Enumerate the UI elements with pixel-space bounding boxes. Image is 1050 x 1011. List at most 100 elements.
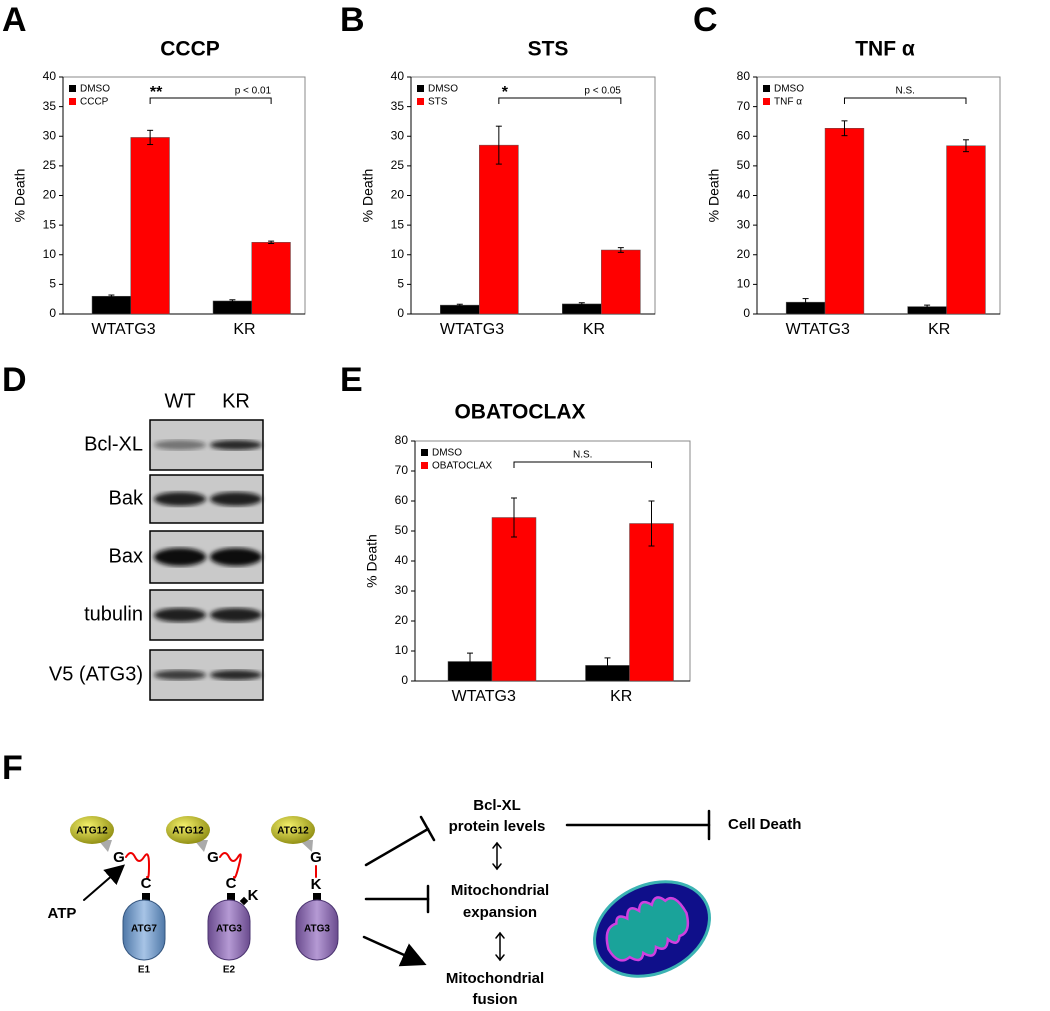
- blot-band: [154, 670, 206, 680]
- legend-label: CCCP: [80, 97, 109, 108]
- y-tick-label: 10: [395, 643, 409, 657]
- bar: [479, 144, 519, 315]
- bar: [629, 523, 674, 682]
- outcome: Mitochondrial: [446, 970, 544, 987]
- linker: [299, 840, 313, 852]
- y-axis-label: % Death: [706, 169, 722, 223]
- linker: [194, 840, 208, 852]
- legend-label: DMSO: [774, 84, 804, 95]
- blot-band: [154, 608, 206, 622]
- y-tick-label: 15: [43, 217, 57, 231]
- y-tick-label: 0: [49, 306, 56, 320]
- double-arrow: [492, 841, 505, 962]
- blot-band: [210, 440, 262, 450]
- residue: G: [207, 849, 219, 866]
- x-tick-label: KR: [583, 321, 605, 338]
- bar: [491, 517, 537, 682]
- blot-band: [210, 670, 262, 680]
- legend-swatch: [421, 462, 428, 469]
- residue: G: [310, 849, 322, 866]
- outcome: Bcl-XL: [473, 797, 521, 814]
- ubl-label: ATG12: [277, 826, 309, 837]
- y-tick-label: 35: [391, 99, 405, 113]
- y-tick-label: 60: [737, 128, 751, 142]
- x-tick-label: KR: [233, 321, 255, 338]
- y-tick-label: 10: [737, 277, 751, 291]
- error-bar: [604, 657, 611, 674]
- y-axis-label: % Death: [12, 169, 28, 223]
- stage-label: E1: [138, 965, 151, 976]
- enzyme: [122, 899, 166, 961]
- inhibit-line: [364, 827, 430, 867]
- x-tick-label: KR: [928, 321, 950, 338]
- y-tick-label: 0: [743, 306, 750, 320]
- panel-letter: F: [2, 749, 23, 787]
- significance-bracket: [843, 97, 967, 104]
- error-bar: [108, 294, 115, 298]
- linker: [98, 840, 112, 852]
- connector: [142, 893, 150, 901]
- error-bar: [456, 303, 463, 307]
- significance-bracket: [513, 461, 652, 468]
- legend-swatch: [763, 98, 770, 105]
- y-tick-label: 15: [391, 217, 405, 231]
- y-tick-label: 60: [395, 493, 409, 507]
- legend-swatch: [417, 98, 424, 105]
- error-bar: [962, 139, 969, 153]
- enzyme: [295, 899, 339, 961]
- x-tick-label: WTATG3: [440, 321, 504, 338]
- inhibit-bar: [419, 815, 436, 842]
- arrow: [83, 864, 126, 901]
- legend-swatch: [69, 98, 76, 105]
- blot-band: [210, 608, 262, 622]
- legend-swatch: [69, 85, 76, 92]
- row-label: Bax: [109, 545, 143, 567]
- row-label: Bak: [109, 487, 144, 509]
- y-tick-label: 5: [49, 277, 56, 291]
- panel-letter: B: [340, 1, 365, 39]
- blot-band: [154, 440, 206, 450]
- ubl-label: ATG12: [76, 826, 108, 837]
- error-bar: [802, 298, 809, 307]
- y-tick-label: 50: [737, 158, 751, 172]
- y-tick-label: 10: [391, 247, 405, 261]
- y-tick-label: 30: [737, 217, 751, 231]
- bar: [130, 137, 170, 315]
- diagram: F ATG12 ATG12 ATG12 G C G C K G K ATG7 A…: [2, 749, 801, 1008]
- row-label: tubulin: [84, 603, 143, 625]
- residue: G: [113, 849, 125, 866]
- y-tick-label: 40: [395, 553, 409, 567]
- legend-swatch: [417, 85, 424, 92]
- x-tick-label: KR: [610, 688, 632, 705]
- y-tick-label: 80: [395, 433, 409, 447]
- bar: [212, 300, 253, 315]
- stage-label: E2: [223, 965, 236, 976]
- error-bar: [578, 302, 585, 306]
- enzyme-label: ATG3: [304, 924, 330, 935]
- legend-label: OBATOCLAX: [432, 461, 493, 472]
- legend-label: STS: [428, 97, 448, 108]
- chart-title: OBATOCLAX: [454, 401, 585, 424]
- blot-band: [154, 492, 206, 506]
- outcome: Mitochondrial: [451, 882, 549, 899]
- y-tick-label: 70: [737, 99, 751, 113]
- residue: K: [311, 876, 322, 893]
- y-tick-label: 20: [737, 247, 751, 261]
- error-bar: [924, 304, 931, 309]
- panel-letter: C: [693, 1, 718, 39]
- error-bar: [268, 240, 275, 244]
- legend-label: DMSO: [432, 448, 462, 459]
- y-tick-label: 25: [391, 158, 405, 172]
- significance-bracket: [149, 97, 272, 104]
- error-bar: [648, 500, 655, 547]
- x-tick-label: WTATG3: [91, 321, 155, 338]
- y-tick-label: 0: [401, 673, 408, 687]
- legend-swatch: [763, 85, 770, 92]
- bar: [946, 145, 986, 315]
- blot-band: [154, 548, 206, 566]
- x-tick-label: WTATG3: [786, 321, 850, 338]
- y-tick-label: 80: [737, 69, 751, 83]
- lane-label: WT: [164, 390, 195, 412]
- error-bar: [495, 125, 502, 165]
